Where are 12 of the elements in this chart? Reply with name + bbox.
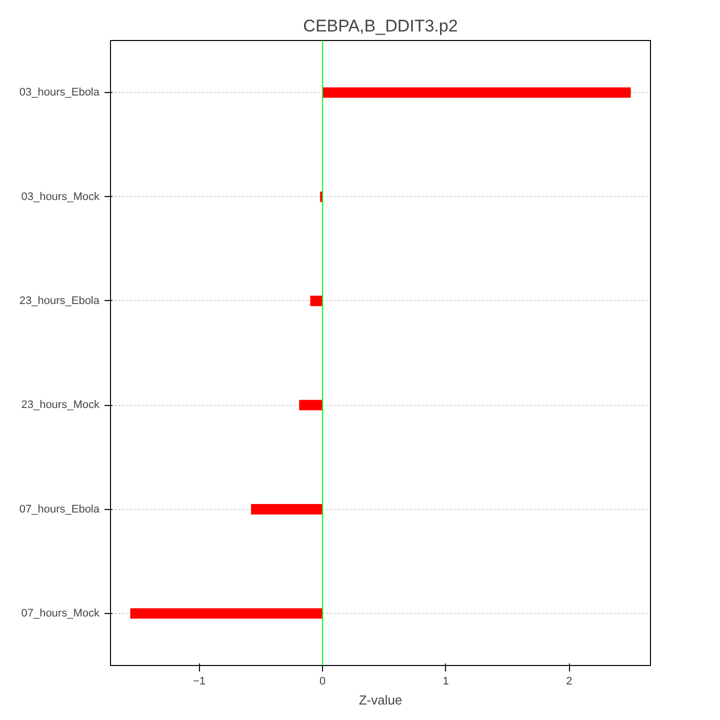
y-tick-label: 07_hours_Mock <box>21 607 100 620</box>
y-tick-label: 07_hours_Ebola <box>19 503 100 516</box>
y-tick-label: 03_hours_Mock <box>21 190 100 203</box>
x-tick-label: 0 <box>319 676 326 688</box>
y-tick-label: 23_hours_Ebola <box>19 294 100 307</box>
x-tick-label: 1 <box>442 676 449 688</box>
x-tick-label: 2 <box>566 676 572 688</box>
x-tick-label: −1 <box>192 676 206 688</box>
y-tick-label: 03_hours_Ebola <box>19 86 100 99</box>
x-axis-title: Z-value <box>358 692 402 708</box>
y-tick-label: 23_hours_Mock <box>21 399 100 412</box>
chart-title: CEBPA,B_DDIT3.p2 <box>303 16 458 36</box>
